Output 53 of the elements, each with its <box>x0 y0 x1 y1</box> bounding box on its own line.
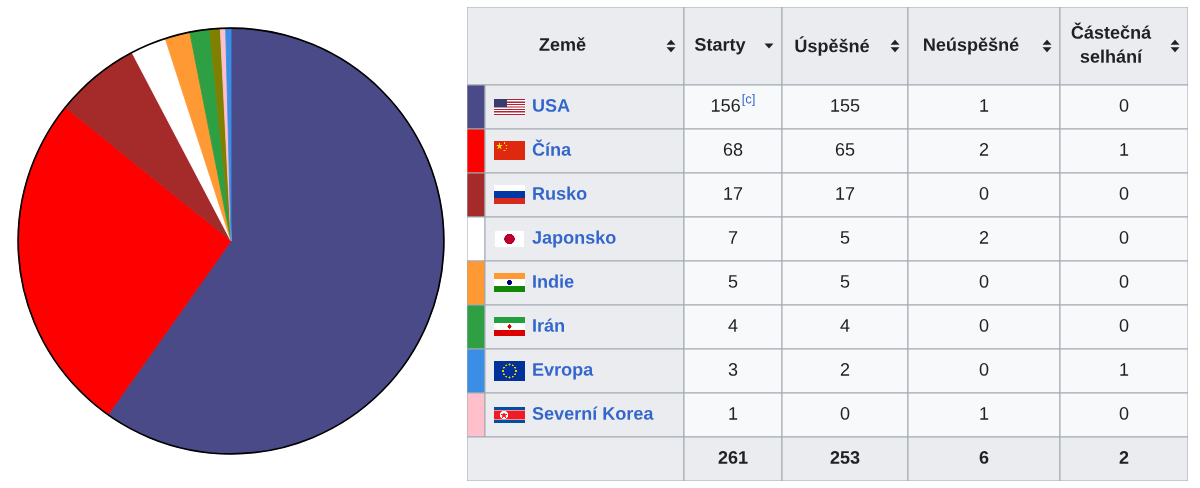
series-label: Starty <box>694 38 746 55</box>
data-label: 0 <box>979 319 989 332</box>
data-label: 155 <box>831 99 860 112</box>
data-label: 0 <box>1119 231 1129 244</box>
text: Země <box>539 37 586 51</box>
pie-slice <box>107 27 445 455</box>
data-label: 0 <box>979 363 989 376</box>
data-label: 1 <box>1120 143 1129 156</box>
category-label: Rusko <box>533 186 587 200</box>
pie-slice <box>17 106 232 416</box>
data-label: 1 <box>1120 363 1129 376</box>
data-label: 0 <box>979 275 989 288</box>
data-label: 17 <box>724 187 743 200</box>
data-label: 0 <box>1119 319 1129 332</box>
category-label: Japonsko <box>532 230 616 248</box>
data-label: 0 <box>840 407 850 420</box>
category-label: USA <box>533 99 570 112</box>
data-label: 2 <box>840 363 850 376</box>
series-label: Neúspěšné <box>924 37 1019 55</box>
data-label: 1 <box>980 99 989 112</box>
data-label: 3 <box>728 363 738 376</box>
pie-slice <box>64 52 232 242</box>
data-label: 0 <box>1119 99 1129 112</box>
data-label: 0 <box>1119 275 1129 288</box>
series-label: Částečná selhání <box>1071 22 1152 63</box>
data-label: 65 <box>835 143 855 156</box>
text: 6 <box>979 451 989 464</box>
data-label: 1 <box>729 407 738 420</box>
series-label: Úspěšné <box>795 36 870 56</box>
data-label: 0 <box>979 187 989 200</box>
text: 261 <box>718 451 748 464</box>
data-label: 5 <box>840 275 850 288</box>
data-label: 2 <box>979 231 989 244</box>
category-label: Evropa <box>533 363 594 380</box>
category-label: Čína <box>532 139 572 156</box>
data-label: 0 <box>1119 187 1129 200</box>
data-label: 4 <box>840 319 850 332</box>
pie-slice <box>225 27 232 242</box>
data-label: 7 <box>728 231 738 244</box>
data-label: 4 <box>728 319 738 332</box>
data-label: 1 <box>980 407 989 420</box>
data-label: 0 <box>1119 407 1129 420</box>
data-label: 5 <box>728 275 738 288</box>
category-label: Indie <box>533 274 574 288</box>
data-label: 68 <box>723 143 743 156</box>
data-label: 17 <box>836 187 855 200</box>
text: 2 <box>1119 451 1129 464</box>
pie-slice <box>164 31 232 242</box>
data-label: 5 <box>840 231 850 244</box>
category-label: Severní Korea <box>532 406 654 420</box>
data-label: 2 <box>979 143 989 156</box>
category-label: Irán <box>533 318 564 332</box>
text: 253 <box>830 451 860 464</box>
